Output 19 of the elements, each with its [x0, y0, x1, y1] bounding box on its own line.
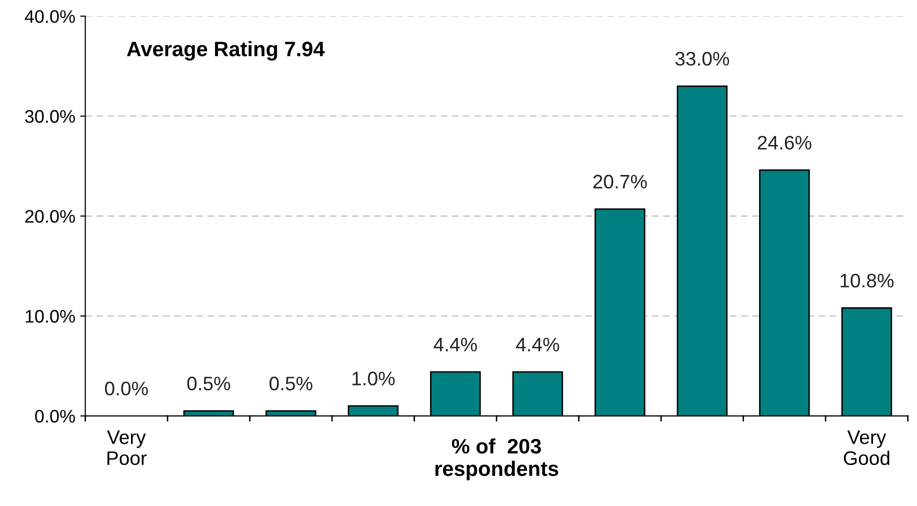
- data-label: 24.6%: [758, 136, 812, 150]
- x-axis-title: % of 203 respondents: [435, 438, 558, 480]
- y-tick-label: 10.0%: [26, 310, 75, 323]
- data-label: 10.8%: [840, 274, 894, 288]
- y-tick-label: 0.0%: [35, 410, 75, 423]
- data-label: 1.0%: [352, 372, 395, 386]
- data-label: 4.4%: [516, 338, 560, 352]
- data-label: 4.4%: [434, 338, 477, 352]
- y-tick-label: 40.0%: [24, 10, 75, 23]
- data-label: 20.7%: [593, 174, 647, 189]
- annotation: Average Rating 7.94: [126, 41, 325, 61]
- data-label: 0.5%: [270, 376, 312, 390]
- x-tick-label: Very Good: [844, 430, 890, 466]
- x-tick-label: Very Poor: [107, 430, 147, 466]
- data-label: 0.5%: [187, 376, 230, 390]
- y-tick-label: 20.0%: [25, 210, 75, 223]
- y-tick-label: 30.0%: [25, 110, 75, 123]
- data-label: 0.0%: [105, 382, 148, 396]
- data-label: 33.0%: [675, 52, 730, 66]
